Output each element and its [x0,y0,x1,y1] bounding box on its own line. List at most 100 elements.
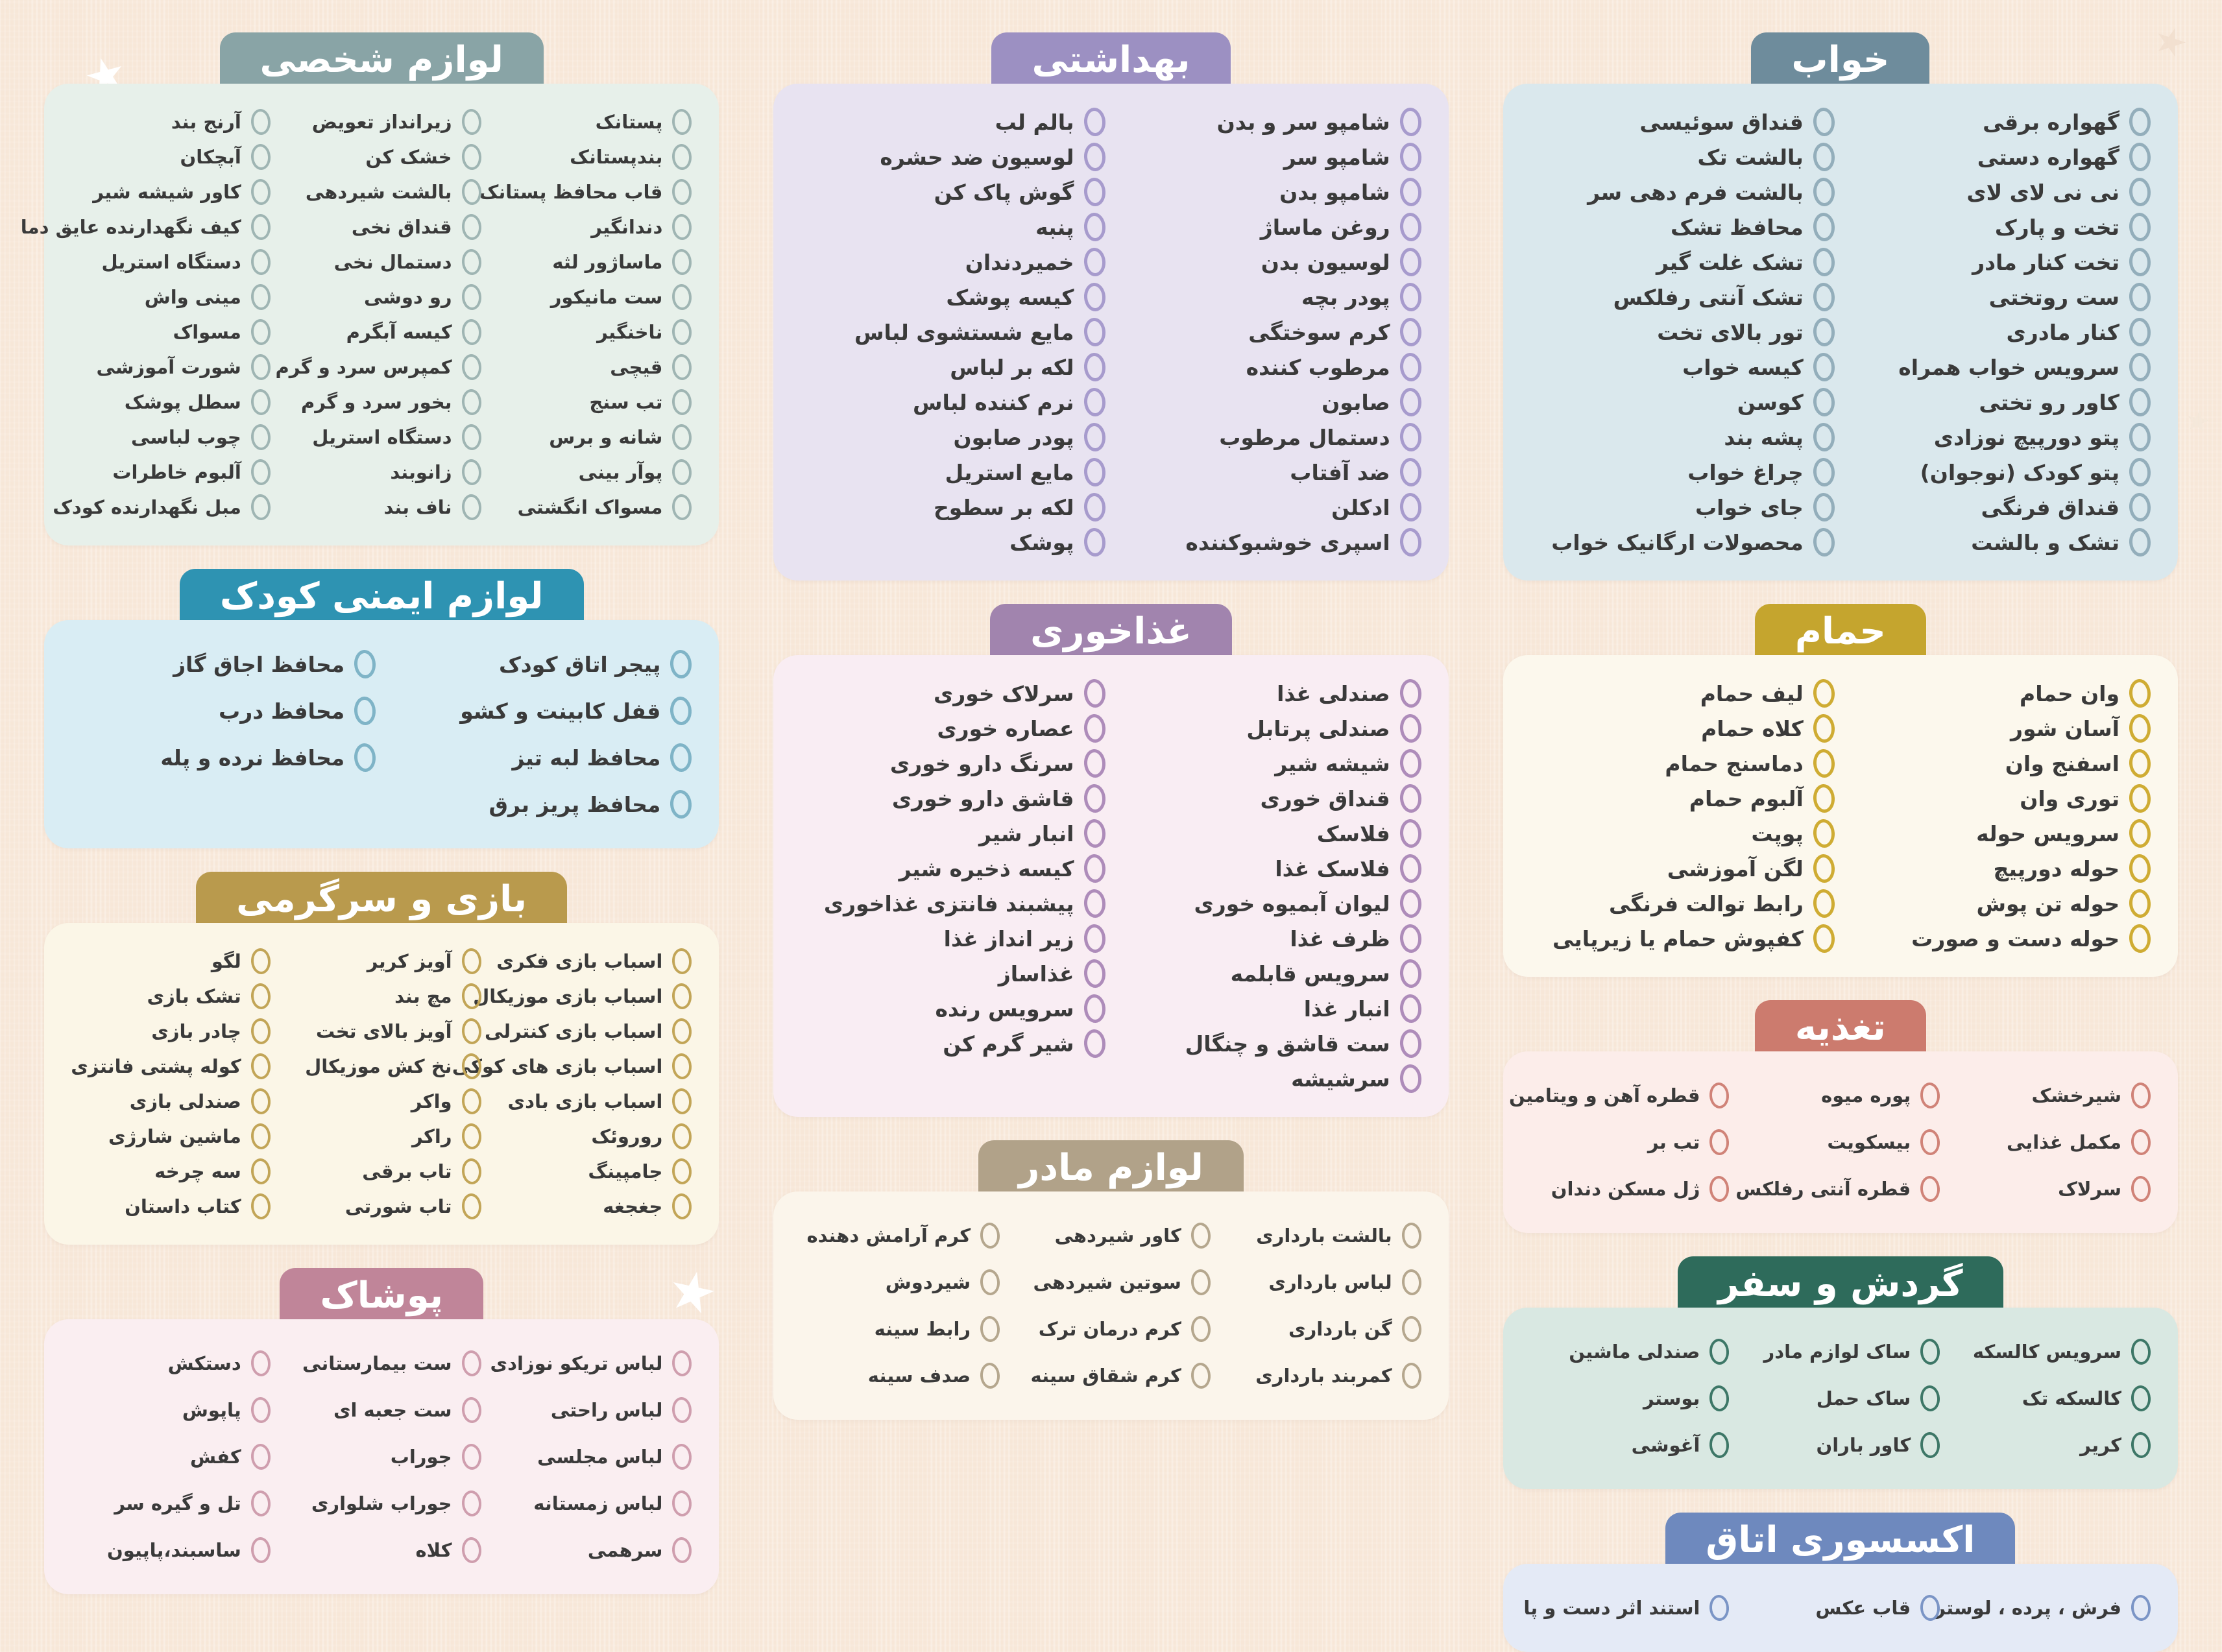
checkbox-circle[interactable] [250,1193,272,1220]
checkbox-circle[interactable] [671,424,693,451]
checkbox-circle[interactable] [1399,387,1423,418]
checkbox-circle[interactable] [1399,853,1423,884]
checkbox-circle[interactable] [1083,527,1106,558]
checkbox-circle[interactable] [250,143,272,171]
checkbox-circle[interactable] [1399,141,1423,173]
checkbox-circle[interactable] [1709,1594,1730,1622]
checkbox-circle[interactable] [1812,492,1836,523]
checkbox-circle[interactable] [671,353,693,381]
checkbox-circle[interactable] [2130,1338,2152,1365]
checkbox-circle[interactable] [1083,783,1106,814]
checkbox-circle[interactable] [1083,106,1106,138]
checkbox-circle[interactable] [461,213,482,241]
checkbox-circle[interactable] [461,983,482,1010]
checkbox-circle[interactable] [1083,141,1106,173]
checkbox-circle[interactable] [2130,1594,2152,1622]
checkbox-circle[interactable] [2128,317,2152,348]
checkbox-circle[interactable] [250,1018,272,1045]
checkbox-circle[interactable] [1399,527,1423,558]
checkbox-circle[interactable] [2128,176,2152,208]
checkbox-circle[interactable] [1083,246,1106,278]
checkbox-circle[interactable] [461,1088,482,1115]
checkbox-circle[interactable] [353,695,377,726]
checkbox-circle[interactable] [1083,888,1106,919]
checkbox-circle[interactable] [461,459,482,486]
checkbox-circle[interactable] [2128,141,2152,173]
checkbox-circle[interactable] [250,459,272,486]
checkbox-circle[interactable] [250,1537,272,1564]
checkbox-circle[interactable] [461,494,482,521]
checkbox-circle[interactable] [671,983,693,1010]
checkbox-circle[interactable] [1812,211,1836,243]
checkbox-circle[interactable] [2128,492,2152,523]
checkbox-circle[interactable] [2128,678,2152,709]
checkbox-circle[interactable] [669,742,693,773]
checkbox-circle[interactable] [1083,923,1106,954]
checkbox-circle[interactable] [671,248,693,276]
checkbox-circle[interactable] [250,108,272,136]
checkbox-circle[interactable] [1399,176,1423,208]
checkbox-circle[interactable] [2128,888,2152,919]
checkbox-circle[interactable] [1812,923,1836,954]
checkbox-circle[interactable] [671,1350,693,1377]
checkbox-circle[interactable] [461,283,482,311]
checkbox-circle[interactable] [1083,492,1106,523]
checkbox-circle[interactable] [250,948,272,975]
checkbox-circle[interactable] [1083,678,1106,709]
checkbox-circle[interactable] [1709,1431,1730,1459]
checkbox-circle[interactable] [2128,853,2152,884]
checkbox-circle[interactable] [250,248,272,276]
checkbox-circle[interactable] [671,1158,693,1185]
checkbox-circle[interactable] [1399,106,1423,138]
checkbox-circle[interactable] [671,178,693,206]
checkbox-circle[interactable] [671,1088,693,1115]
checkbox-circle[interactable] [1083,853,1106,884]
checkbox-circle[interactable] [461,1053,482,1080]
checkbox-circle[interactable] [1401,1269,1423,1296]
checkbox-circle[interactable] [1812,422,1836,453]
checkbox-circle[interactable] [1812,888,1836,919]
checkbox-circle[interactable] [2130,1129,2152,1156]
checkbox-circle[interactable] [1399,211,1423,243]
checkbox-circle[interactable] [671,948,693,975]
checkbox-circle[interactable] [1709,1385,1730,1412]
checkbox-circle[interactable] [1919,1385,1941,1412]
checkbox-circle[interactable] [1190,1315,1212,1343]
checkbox-circle[interactable] [2128,106,2152,138]
checkbox-circle[interactable] [461,424,482,451]
checkbox-circle[interactable] [671,108,693,136]
checkbox-circle[interactable] [353,649,377,680]
checkbox-circle[interactable] [671,1443,693,1470]
checkbox-circle[interactable] [1083,1028,1106,1059]
checkbox-circle[interactable] [1709,1338,1730,1365]
checkbox-circle[interactable] [1401,1315,1423,1343]
checkbox-circle[interactable] [1812,106,1836,138]
checkbox-circle[interactable] [2128,783,2152,814]
checkbox-circle[interactable] [979,1315,1001,1343]
checkbox-circle[interactable] [461,1443,482,1470]
checkbox-circle[interactable] [2128,748,2152,779]
checkbox-circle[interactable] [2130,1082,2152,1109]
checkbox-circle[interactable] [671,1396,693,1424]
checkbox-circle[interactable] [2128,246,2152,278]
checkbox-circle[interactable] [1399,713,1423,744]
checkbox-circle[interactable] [669,695,693,726]
checkbox-circle[interactable] [979,1222,1001,1249]
checkbox-circle[interactable] [2130,1385,2152,1412]
checkbox-circle[interactable] [250,1396,272,1424]
checkbox-circle[interactable] [671,389,693,416]
checkbox-circle[interactable] [250,424,272,451]
checkbox-circle[interactable] [1812,678,1836,709]
checkbox-circle[interactable] [461,108,482,136]
checkbox-circle[interactable] [353,742,377,773]
checkbox-circle[interactable] [250,1350,272,1377]
checkbox-circle[interactable] [1399,1028,1423,1059]
checkbox-circle[interactable] [461,1396,482,1424]
checkbox-circle[interactable] [250,213,272,241]
checkbox-circle[interactable] [671,213,693,241]
checkbox-circle[interactable] [461,389,482,416]
checkbox-circle[interactable] [669,789,693,820]
checkbox-circle[interactable] [1083,818,1106,849]
checkbox-circle[interactable] [1919,1431,1941,1459]
checkbox-circle[interactable] [2128,387,2152,418]
